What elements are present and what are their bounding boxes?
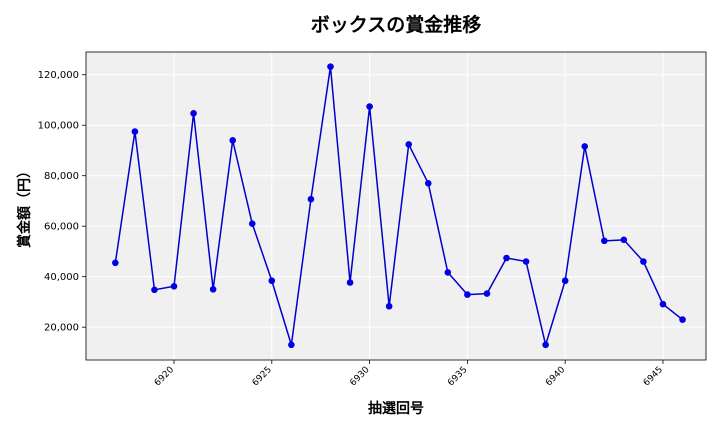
data-point xyxy=(385,302,393,310)
data-point xyxy=(659,300,667,308)
data-point xyxy=(444,269,452,276)
x-axis-label: 抽選回号 xyxy=(368,400,424,417)
y-tick-label: 100,000 xyxy=(38,121,79,132)
y-axis-label: 賞金額（円） xyxy=(16,164,33,248)
data-point xyxy=(248,220,256,227)
data-point xyxy=(288,341,295,349)
y-tick-label: 80,000 xyxy=(44,171,79,182)
data-point xyxy=(229,137,236,144)
plot-frame xyxy=(85,51,707,361)
x-tick-label: 6920 xyxy=(153,365,176,388)
data-point xyxy=(307,195,315,203)
data-point xyxy=(424,179,432,187)
data-point xyxy=(268,277,276,285)
y-tick-label: 120,000 xyxy=(38,70,79,81)
data-point xyxy=(151,286,158,294)
y-tick-label: 40,000 xyxy=(44,272,79,283)
y-tick-label: 20,000 xyxy=(44,323,79,334)
data-point xyxy=(190,110,197,117)
x-tick-label: 6925 xyxy=(251,365,274,388)
data-point xyxy=(327,63,334,70)
data-point xyxy=(503,254,510,262)
x-tick-label: 6940 xyxy=(544,365,567,388)
x-tick-label: 6945 xyxy=(642,365,665,388)
data-point xyxy=(679,316,686,323)
data-point xyxy=(464,291,471,298)
plot-area xyxy=(86,52,706,360)
data-point xyxy=(522,258,530,265)
data-point xyxy=(346,279,354,286)
series-layer xyxy=(112,63,686,349)
data-point xyxy=(366,103,373,110)
data-point xyxy=(170,282,178,290)
data-point xyxy=(483,290,491,297)
chart-title: ボックスの賞金推移 xyxy=(311,13,481,36)
data-point xyxy=(561,277,569,285)
series-line xyxy=(114,65,683,346)
data-point xyxy=(581,143,589,150)
data-point xyxy=(620,236,628,244)
data-point xyxy=(209,286,217,293)
data-point xyxy=(112,259,119,267)
data-point xyxy=(601,237,608,245)
x-tick-label: 6930 xyxy=(348,365,371,388)
data-point xyxy=(405,141,413,148)
y-tick-label: 60,000 xyxy=(44,222,79,233)
data-point xyxy=(542,341,549,349)
x-tick-label: 6935 xyxy=(446,365,469,388)
data-point xyxy=(640,258,647,265)
data-point xyxy=(131,128,139,135)
